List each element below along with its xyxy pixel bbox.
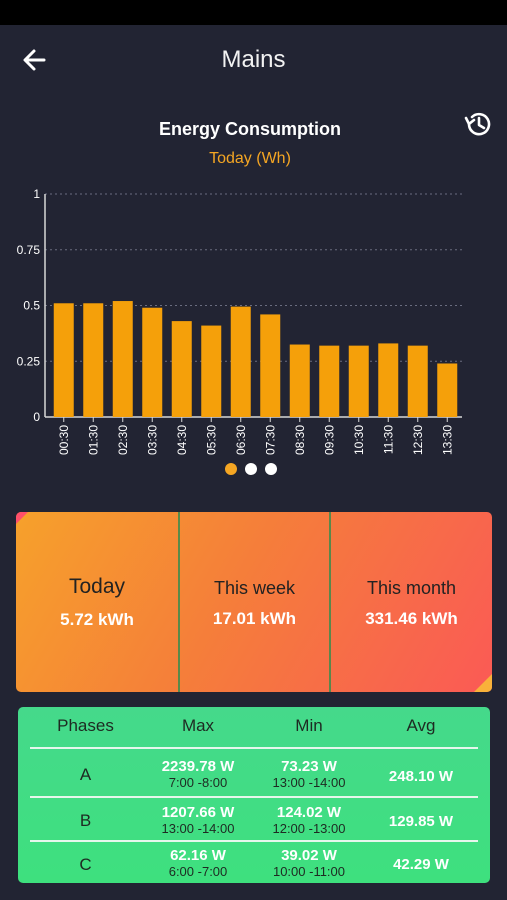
x-tick-label: 04:30: [175, 425, 189, 455]
app-bar: Mains: [0, 25, 507, 95]
y-tick-label: 0.75: [17, 243, 41, 257]
y-tick-label: 1: [33, 187, 40, 201]
phases-header-phase: Phases: [57, 716, 114, 735]
card-corner-decoration: [16, 512, 28, 524]
status-bar: [0, 0, 507, 25]
back-button[interactable]: [18, 45, 52, 75]
summary-month-value: 331.46 kWh: [365, 609, 458, 628]
phase-c-min-time: 10:00 -11:00: [272, 864, 346, 879]
x-tick-label: 05:30: [204, 425, 218, 455]
phase-c-avg: 42.29 W: [393, 856, 449, 873]
bar[interactable]: [348, 345, 369, 417]
phase-c-max-time: 6:00 -7:00: [168, 864, 228, 879]
bar[interactable]: [142, 307, 163, 417]
x-tick-label: 09:30: [322, 425, 336, 455]
phase-a-min-time: 13:00 -14:00: [272, 775, 346, 790]
summary-divider: [178, 512, 180, 692]
phase-b-name: B: [79, 811, 92, 830]
summary-today-value: 5.72 kWh: [60, 610, 134, 629]
summary-month[interactable]: This month 331.46 kWh: [331, 512, 492, 692]
phase-b-min-value: 124.02 W: [276, 804, 342, 821]
table-divider: [30, 796, 478, 798]
phase-b-max-time: 13:00 -14:00: [161, 821, 235, 836]
summary-week[interactable]: This week 17.01 kWh: [180, 512, 329, 692]
summary-month-label: This month: [366, 578, 457, 598]
bar[interactable]: [112, 301, 133, 417]
x-tick-label: 00:30: [57, 425, 71, 455]
history-clock-icon: [464, 112, 491, 136]
summary-today[interactable]: Today 5.72 kWh: [16, 512, 178, 692]
phase-a-min: 73.23 W 13:00 -14:00: [259, 758, 359, 790]
phase-c-min-value: 39.02 W: [281, 847, 337, 864]
phases-header-avg: Avg: [406, 716, 436, 735]
summary-week-label: This week: [213, 578, 296, 598]
phases-header-min: Min: [295, 716, 323, 735]
bar[interactable]: [260, 314, 281, 417]
bar[interactable]: [230, 306, 251, 417]
phase-a-max-time: 7:00 -8:00: [168, 775, 228, 790]
bar[interactable]: [289, 344, 310, 417]
phases-table: Phases Max Min Avg A 2239.78 W 7:00 -8:0…: [18, 707, 490, 883]
bar[interactable]: [53, 303, 74, 417]
table-divider: [30, 840, 478, 842]
phase-c-max: 62.16 W 6:00 -7:00: [148, 847, 248, 879]
summary-divider: [329, 512, 331, 692]
arrow-left-icon: [23, 49, 46, 71]
page-title: Mains: [221, 46, 286, 73]
x-tick-label: 03:30: [145, 425, 159, 455]
phase-a-avg: 248.10 W: [388, 768, 454, 785]
summary-week-value: 17.01 kWh: [212, 609, 297, 628]
phase-b-avg: 129.85 W: [388, 813, 454, 830]
phases-header-max: Max: [181, 716, 215, 735]
chart-pager: [225, 463, 285, 477]
energy-summary-card: Today 5.72 kWh This week 17.01 kWh This …: [16, 512, 492, 692]
phase-a-min-value: 73.23 W: [281, 758, 337, 775]
chart-title: Energy Consumption: [158, 119, 341, 139]
y-tick-label: 0: [33, 410, 40, 424]
pager-dot[interactable]: [245, 463, 257, 475]
phase-b-min: 124.02 W 12:00 -13:00: [259, 804, 359, 836]
pager-dot[interactable]: [265, 463, 277, 475]
table-divider: [30, 747, 478, 749]
energy-bar-chart: 0 0.25 0.5 0.75 1 00:30 01:30 02:30 03:30 04:30 05…: [17, 187, 462, 455]
phase-c-name: C: [79, 855, 92, 874]
x-tick-label: 06:30: [234, 425, 248, 455]
phase-c-max-value: 62.16 W: [170, 847, 226, 864]
x-tick-label: 11:30: [381, 425, 395, 454]
x-tick-label: 08:30: [293, 425, 307, 455]
x-tick-label: 07:30: [263, 425, 277, 455]
phase-b-min-time: 12:00 -13:00: [272, 821, 346, 836]
bar[interactable]: [201, 325, 222, 417]
summary-today-label: Today: [68, 575, 126, 598]
bar[interactable]: [378, 343, 399, 417]
x-tick-label: 12:30: [411, 425, 425, 455]
x-tick-label: 01:30: [86, 425, 100, 455]
phase-b-max: 1207.66 W 13:00 -14:00: [148, 804, 248, 836]
bar[interactable]: [407, 345, 428, 417]
phase-a-name: A: [79, 765, 92, 784]
bar[interactable]: [319, 345, 340, 417]
pager-dot[interactable]: [225, 463, 237, 475]
chart-subtitle: Today (Wh): [209, 150, 291, 167]
phase-a-max-value: 2239.78 W: [161, 758, 235, 775]
bar[interactable]: [171, 321, 192, 417]
y-tick-label: 0.5: [23, 299, 40, 313]
history-button[interactable]: [462, 108, 494, 140]
y-tick-label: 0.25: [17, 354, 41, 368]
card-corner-decoration: [474, 674, 492, 692]
x-tick-label: 13:30: [440, 425, 454, 455]
bar[interactable]: [83, 303, 104, 417]
phase-b-max-value: 1207.66 W: [161, 804, 235, 821]
bar[interactable]: [437, 363, 458, 417]
x-tick-label: 02:30: [116, 425, 130, 455]
phase-c-min: 39.02 W 10:00 -11:00: [259, 847, 359, 879]
x-tick-label: 10:30: [352, 425, 366, 455]
phase-a-max: 2239.78 W 7:00 -8:00: [148, 758, 248, 790]
